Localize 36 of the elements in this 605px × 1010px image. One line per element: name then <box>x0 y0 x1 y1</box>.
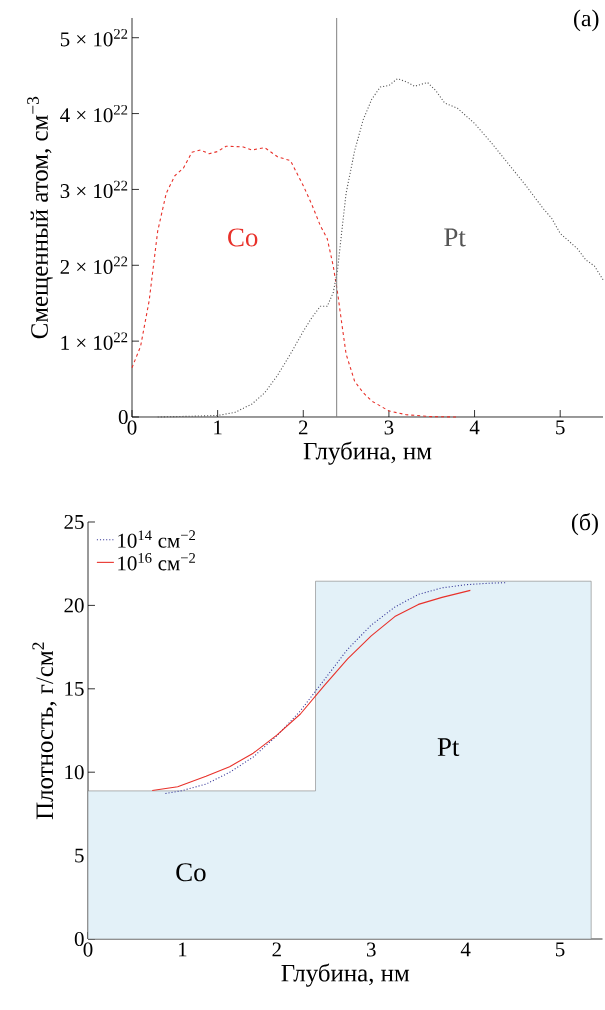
x-tick-label: 5 <box>556 942 565 957</box>
x-axis-title: Глубина, нм <box>303 441 432 465</box>
x-axis-title: Глубина, нм <box>281 963 410 987</box>
annotation: Pt <box>437 738 460 757</box>
legend-label: 10$^{16}$ см$^{−2}$ <box>118 553 196 571</box>
legend-label: 10$^{14}$ см$^{−2}$ <box>118 530 196 548</box>
y-tick-label: 2 × 10$^{22}$ <box>60 256 128 274</box>
line-series <box>164 582 506 795</box>
y-tick-label: 4 × 10$^{22}$ <box>60 104 128 123</box>
y-tick-label: 15 <box>65 681 84 696</box>
y-tick-label: 10 <box>65 765 84 780</box>
annotation: (а) <box>573 9 599 32</box>
text: Pt <box>444 228 466 247</box>
x-tick-label: 5 <box>556 420 565 435</box>
x-tick-label: 1 <box>179 942 187 957</box>
x-tick-label: 3 <box>366 942 376 957</box>
y-tick-label: 5 <box>75 848 84 863</box>
annotation: Co <box>176 863 206 882</box>
x-tick-label: 1 <box>214 420 222 435</box>
x-tick-label: 4 <box>469 420 480 435</box>
y-axis-title: Смещенный атом, см$^{−3}$ <box>27 96 53 339</box>
x-tick-label: 4 <box>460 942 471 957</box>
line-series <box>151 589 471 792</box>
y-tick-label: 1 × 10$^{22}$ <box>61 332 128 350</box>
y-tick-label: 5 × 10$^{22}$ <box>60 29 128 47</box>
x-tick-label: 3 <box>384 420 394 435</box>
y-axis-title: Плотность, г/см$^{2}$ <box>32 642 57 820</box>
x-tick-label: 2 <box>298 420 308 435</box>
y-tick-label: 0 <box>74 931 84 947</box>
y-tick-label: 0 <box>118 409 128 425</box>
x-tick-label: 2 <box>272 942 281 957</box>
y-tick-label: 3 × 10$^{22}$ <box>60 180 128 199</box>
y-tick-label: 20 <box>64 598 84 613</box>
annotation: (б) <box>571 513 598 536</box>
text: Co <box>228 228 258 247</box>
y-tick-label: 25 <box>64 514 84 530</box>
